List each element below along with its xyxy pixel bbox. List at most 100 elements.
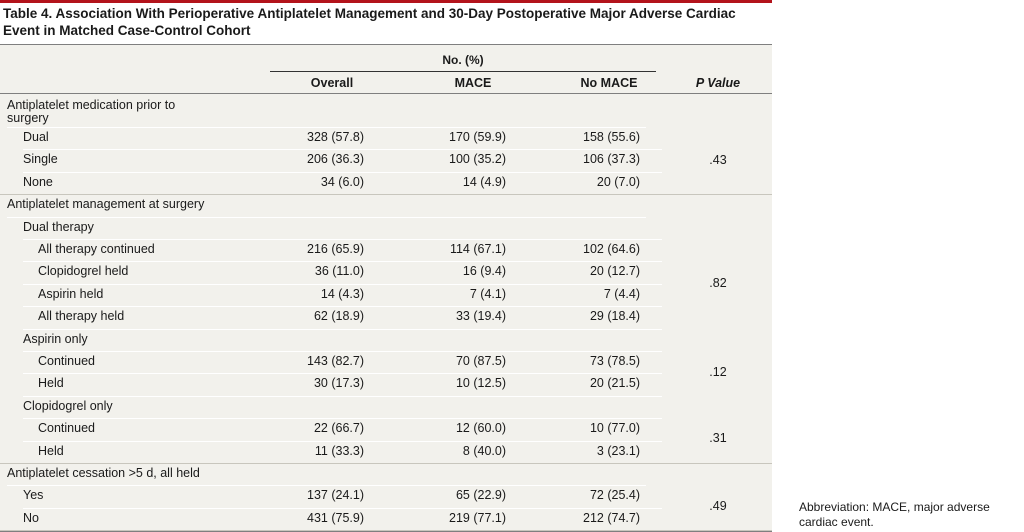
cell-nomace: 102 (64.6) [583, 242, 640, 256]
cell-overall: 143 (82.7) [307, 354, 364, 368]
cell-nomace: 29 (18.4) [589, 309, 640, 324]
cell-overall: 14 (4.3) [320, 286, 364, 301]
row-label: None [23, 174, 53, 189]
row-divider [23, 306, 662, 308]
cell-nomace: 20 (12.7) [589, 264, 640, 279]
table-title: Table 4. Association With Perioperative … [3, 6, 736, 38]
row-divider [23, 440, 662, 442]
title-accent-bar [0, 0, 772, 3]
cell-overall: 36 (11.0) [314, 264, 364, 279]
table-row: None 34 (6.0) 14 (4.9) 20 (7.0) [0, 172, 772, 194]
row-label: Aspirin only [23, 331, 88, 346]
row-label: All therapy continued [38, 242, 155, 256]
row-divider [23, 261, 662, 263]
cell-mace: 114 (67.1) [449, 242, 506, 256]
row-divider [0, 530, 772, 532]
cell-nomace: 212 (74.7) [583, 510, 640, 525]
row-label: Dual therapy [23, 219, 94, 234]
row-divider [23, 239, 662, 240]
table-row: Continued 143 (82.7) 70 (87.5) 73 (78.5) [0, 351, 772, 373]
footnote: Abbreviation: MACE, major adverse cardia… [799, 500, 990, 529]
table-row: No 431 (75.9) 219 (77.1) 212 (74.7) [0, 508, 772, 530]
cell-overall: 30 (17.3) [313, 376, 364, 391]
row-label: Held [38, 443, 64, 458]
cell-mace: 70 (87.5) [455, 354, 506, 368]
table-row: Dual 328 (57.8) 170 (59.9) 158 (55.6) [0, 127, 772, 149]
p-value-aspirin-only: .12 [709, 365, 727, 379]
cell-nomace: 106 (37.3) [583, 152, 640, 167]
row-divider [23, 395, 662, 397]
cell-overall: 34 (6.0) [320, 174, 364, 189]
table-row: Aspirin held 14 (4.3) 7 (4.1) 7 (4.4) [0, 284, 772, 306]
table-row: Yes 137 (24.1) 65 (22.9) 72 (25.4) [0, 485, 772, 507]
table-row: Clopidogrel held 36 (11.0) 16 (9.4) 20 (12.… [0, 261, 772, 283]
row-label: Antiplatelet cessation >5 d, all held [7, 466, 200, 480]
row-divider [0, 463, 772, 464]
table-row: Dual therapy [0, 217, 772, 239]
cell-nomace: 73 (78.5) [589, 354, 640, 368]
row-label: Clopidogrel held [38, 264, 129, 279]
table-row: Antiplatelet management at surgery [0, 194, 772, 216]
row-divider [7, 127, 646, 128]
row-divider [23, 283, 662, 285]
row-label: Yes [23, 488, 44, 503]
header-no-mace: No MACE [580, 76, 638, 90]
row-label: Antiplatelet medication prior to [7, 98, 176, 112]
table-row: Aspirin only [0, 329, 772, 351]
header-divider [0, 93, 772, 94]
cell-mace: 65 (22.9) [455, 488, 506, 503]
cell-overall: 22 (66.7) [313, 421, 364, 436]
table-row: All therapy held 62 (18.9) 33 (19.4) 29 (18… [0, 306, 772, 328]
cell-mace: 100 (35.2) [449, 152, 506, 167]
p-value-medication: .43 [709, 153, 727, 167]
data-table: No. (%) Overall MACE No MACE P Value Ant… [0, 44, 772, 532]
row-divider [23, 328, 662, 330]
cell-nomace: 20 (21.5) [589, 376, 640, 391]
cell-mace: 7 (4.1) [469, 286, 506, 301]
table-row: Clopidogrel only [0, 396, 772, 418]
row-label: Aspirin held [38, 286, 104, 301]
cell-overall: 216 (65.9) [307, 242, 364, 256]
p-value-dual-therapy: .82 [709, 276, 727, 290]
cell-mace: 14 (4.9) [462, 174, 506, 189]
header-group-label: No. (%) [270, 53, 656, 72]
cell-nomace: 3 (23.1) [596, 443, 640, 458]
cell-mace: 33 (19.4) [455, 309, 506, 324]
table-row: Antiplatelet cessation >5 d, all held [0, 463, 772, 485]
row-divider [7, 216, 646, 218]
row-divider [23, 373, 662, 375]
row-label: No [23, 510, 39, 525]
header-p-value: P Value [695, 76, 741, 90]
cell-overall: 62 (18.9) [313, 309, 364, 324]
cell-nomace: 158 (55.6) [583, 130, 640, 144]
row-divider [23, 149, 662, 151]
table-row: Held 30 (17.3) 10 (12.5) 20 (21.5) [0, 373, 772, 395]
table-row: All therapy continued 216 (65.9) 114 (67.1… [0, 239, 772, 261]
row-divider [23, 351, 662, 352]
row-label: All therapy held [38, 309, 125, 324]
table-row: Antiplatelet medication prior to surgery [0, 95, 772, 127]
row-divider [23, 507, 662, 509]
cell-mace: 16 (9.4) [462, 264, 506, 279]
cell-nomace: 10 (77.0) [589, 421, 640, 436]
row-label-continued: surgery [7, 111, 49, 125]
row-label: Antiplatelet management at surgery [7, 197, 205, 212]
row-label: Held [38, 376, 64, 391]
row-divider [23, 171, 662, 173]
cell-nomace: 72 (25.4) [589, 488, 640, 503]
row-divider [7, 485, 646, 487]
header-mace: MACE [454, 76, 492, 90]
table-row: Continued 22 (66.7) 12 (60.0) 10 (77.0) [0, 418, 772, 440]
cell-mace: 10 (12.5) [455, 376, 506, 391]
row-label: Continued [38, 421, 95, 436]
cell-mace: 12 (60.0) [455, 421, 506, 436]
cell-overall: 11 (33.3) [314, 443, 364, 458]
cell-mace: 8 (40.0) [462, 443, 506, 458]
cell-mace: 219 (77.1) [449, 510, 506, 525]
cell-overall: 328 (57.8) [307, 130, 364, 144]
row-label: Clopidogrel only [23, 398, 113, 413]
table-row: Held 11 (33.3) 8 (40.0) 3 (23.1) [0, 441, 772, 463]
cell-overall: 431 (75.9) [307, 510, 364, 525]
row-label: Continued [38, 354, 95, 368]
p-value-cessation: .49 [709, 499, 727, 513]
